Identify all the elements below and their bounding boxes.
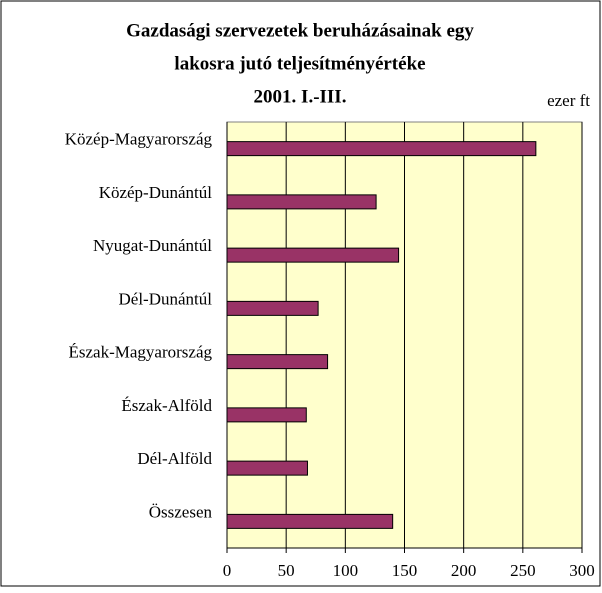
y-tick-label: Észak-Magyarország <box>69 343 213 362</box>
bar <box>226 194 377 210</box>
bar <box>226 300 319 316</box>
chart-title: 2001. I.-III. <box>254 86 347 107</box>
x-tick-label: 200 <box>451 561 477 580</box>
x-tick-label: 150 <box>392 561 418 580</box>
bar <box>226 407 307 423</box>
bar <box>226 247 400 263</box>
chart-title: lakosra jutó teljesítményértéke <box>174 53 425 74</box>
x-tick-label: 250 <box>510 561 536 580</box>
bar <box>226 513 394 529</box>
bar <box>226 354 329 370</box>
x-tick-label: 50 <box>278 561 295 580</box>
y-tick-label: Nyugat-Dunántúl <box>93 236 212 255</box>
chart-title: Gazdasági szervezetek beruházásainak egy <box>126 20 474 41</box>
y-tick-label: Összesen <box>149 502 213 521</box>
x-tick-label: 0 <box>223 561 232 580</box>
x-tick-label: 100 <box>333 561 359 580</box>
bar <box>226 141 537 157</box>
axis-unit: ezer ft <box>547 91 590 110</box>
y-tick-label: Közép-Magyarország <box>65 130 213 149</box>
x-tick-label: 300 <box>569 561 595 580</box>
bar <box>226 460 308 476</box>
y-tick-label: Észak-Alföld <box>121 396 212 415</box>
y-tick-label: Dél-Alföld <box>137 449 212 468</box>
y-tick-label: Dél-Dunántúl <box>119 289 213 308</box>
y-tick-label: Közép-Dunántúl <box>99 183 213 202</box>
